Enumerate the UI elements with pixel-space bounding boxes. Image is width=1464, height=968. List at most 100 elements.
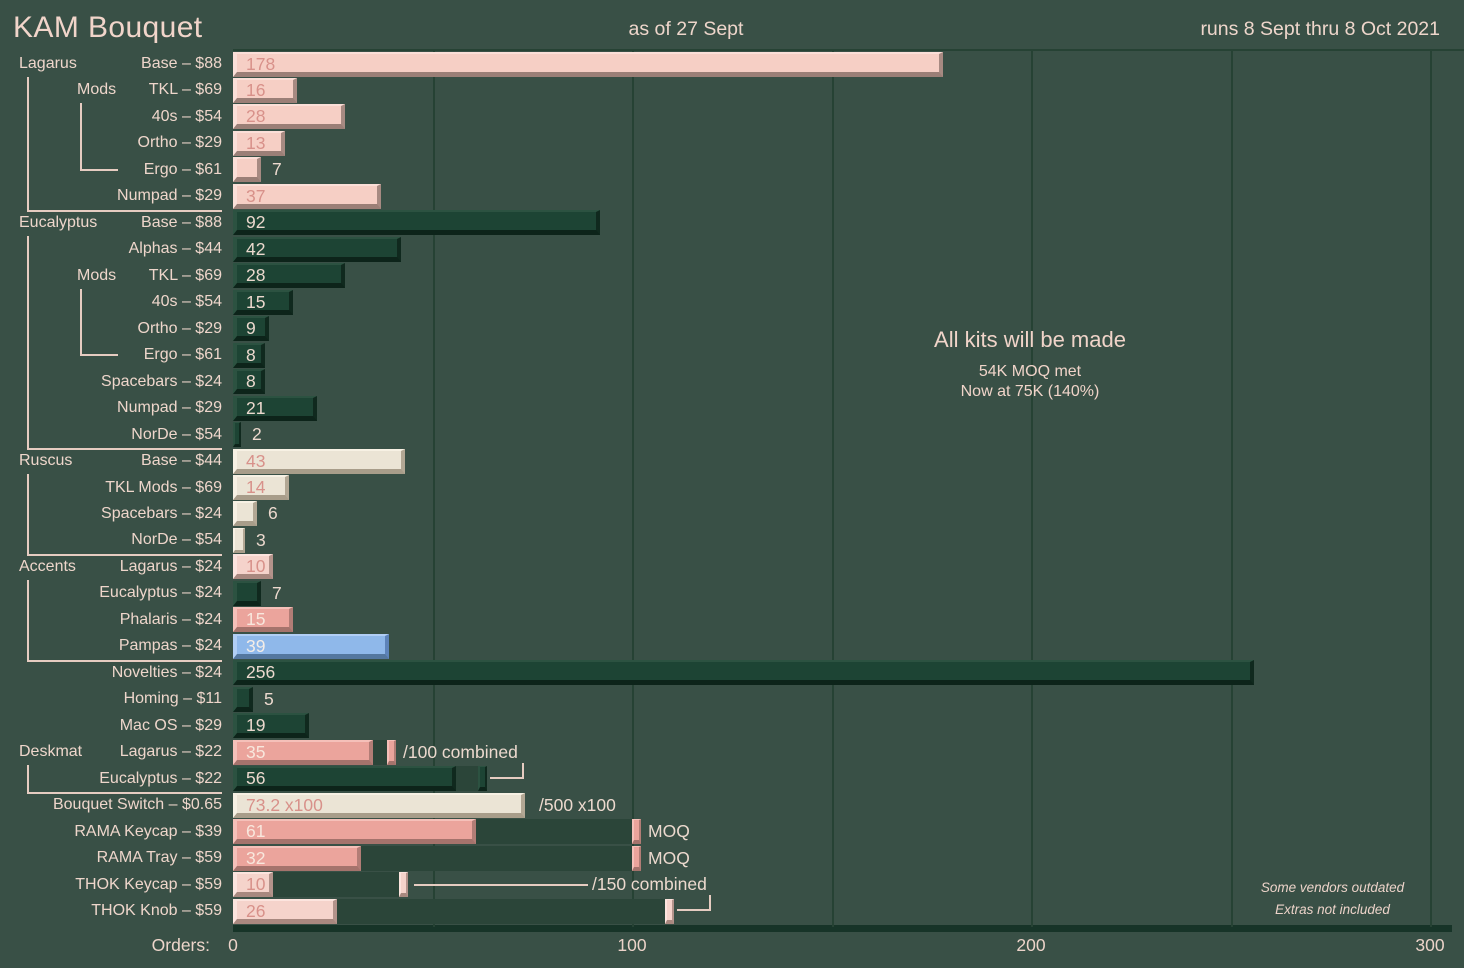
bar-spacebars-24 xyxy=(233,501,257,526)
bracket-elbow-eucalyptus-mods xyxy=(80,354,118,356)
bar-value: 28 xyxy=(246,265,266,285)
note: MOQ xyxy=(648,848,690,868)
row-label: TKL Mods – $69 xyxy=(105,478,222,496)
x-tick-200: 200 xyxy=(1016,935,1046,955)
bar-value: 61 xyxy=(246,821,266,841)
bar-value: 32 xyxy=(246,848,266,868)
bar-ortho-29 xyxy=(233,131,285,156)
row-label: THOK Knob – $59 xyxy=(91,902,222,920)
gridline-50 xyxy=(432,49,435,927)
moq-marker xyxy=(387,740,396,765)
row-label: Alphas – $44 xyxy=(128,240,222,258)
gridline-100 xyxy=(632,49,634,927)
note: /500 x100 xyxy=(539,795,616,815)
bar-base-88 xyxy=(233,210,600,235)
bar-value: 8 xyxy=(246,345,256,365)
row-label: RAMA Keycap – $39 xyxy=(74,822,222,840)
page-title: KAM Bouquet xyxy=(13,11,203,44)
bar-value: 178 xyxy=(246,54,276,74)
run-period: runs 8 Sept thru 8 Oct 2021 xyxy=(1200,18,1440,40)
note-connector-line xyxy=(414,884,588,886)
bar-rama-keycap-39 xyxy=(233,819,476,844)
moq-marker xyxy=(478,766,487,791)
group-label-ruscus: Ruscus xyxy=(19,452,73,470)
group-label-deskmat: Deskmat xyxy=(19,743,83,761)
row-label: TKL – $69 xyxy=(148,266,222,284)
bar-value: 8 xyxy=(246,371,256,391)
as-of-date: as of 27 Sept xyxy=(628,18,744,40)
bar-value: 16 xyxy=(246,80,266,100)
bar-value: 26 xyxy=(246,901,266,921)
bar-value: 56 xyxy=(246,768,266,788)
row-label: Base – $88 xyxy=(141,55,222,72)
row-label: Phalaris – $24 xyxy=(119,610,222,628)
row-label: THOK Keycap – $59 xyxy=(75,875,222,893)
row-label: Bouquet Switch – $0.65 xyxy=(52,796,222,814)
row-label: Spacebars – $24 xyxy=(101,372,222,390)
bracket-elbow-lagarus-mods xyxy=(80,169,118,171)
moq-annotation: All kits will be made 54K MOQ met Now at… xyxy=(855,327,1205,401)
bar-lagarus-22 xyxy=(233,740,373,765)
bracket-v-eucalyptus-mods xyxy=(80,289,82,354)
row-label: Lagarus – $24 xyxy=(119,557,222,575)
bar-pampas-24 xyxy=(233,634,389,659)
bar-40s-54 xyxy=(233,290,293,315)
bar-thok-keycap-59 xyxy=(233,872,273,897)
plot-bottom-border xyxy=(233,925,1452,932)
moq-marker xyxy=(665,899,674,924)
bar-spacebars-24 xyxy=(233,369,265,394)
group-label-eucalyptus: Eucalyptus xyxy=(19,213,98,231)
x-axis-label: Orders: xyxy=(151,935,210,955)
bracket-h-ruscus xyxy=(27,554,222,556)
note: /100 combined xyxy=(403,742,518,762)
bar-base-88 xyxy=(233,52,943,77)
bar-value: 2 xyxy=(252,424,262,444)
bar-value: 256 xyxy=(246,662,276,682)
row-label: TKL – $69 xyxy=(148,81,222,99)
gridline-200 xyxy=(1031,49,1033,927)
bar-mac-os-29 xyxy=(233,713,309,738)
row-label: Numpad – $29 xyxy=(117,399,222,417)
x-tick-0: 0 xyxy=(228,935,238,955)
bracket-h-accents xyxy=(27,660,222,662)
bar-value: 42 xyxy=(246,239,266,259)
bracket-v-eucalyptus xyxy=(27,236,29,448)
row-label: Novelties – $24 xyxy=(111,663,222,681)
row-label: 40s – $54 xyxy=(151,293,222,311)
bar-eucalyptus-24 xyxy=(233,581,261,606)
moq-marker xyxy=(399,872,408,897)
bar-value: 6 xyxy=(268,503,278,523)
bar-numpad-29 xyxy=(233,184,381,209)
plot-top-border xyxy=(233,49,1464,51)
row-label: Ortho – $29 xyxy=(137,134,223,152)
group-label-lagarus: Lagarus xyxy=(19,55,77,72)
bar-ortho-29 xyxy=(233,316,269,341)
annotation-line1: All kits will be made xyxy=(934,327,1126,352)
bracket-v-ruscus xyxy=(27,474,29,554)
bar-novelties-24 xyxy=(233,660,1254,685)
note: /150 combined xyxy=(592,874,707,894)
bar-homing-11 xyxy=(233,687,253,712)
bar-tkl-69 xyxy=(233,263,345,288)
bar-40s-54 xyxy=(233,104,345,129)
group-label-accents: Accents xyxy=(19,557,76,575)
bar-base-44 xyxy=(233,449,405,474)
bar-thok-knob-59 xyxy=(233,899,337,924)
note: MOQ xyxy=(648,821,690,841)
bar-norde-54 xyxy=(233,422,241,447)
note-connector-elbow xyxy=(677,895,711,911)
bar-value: 15 xyxy=(246,292,266,312)
row-label: Eucalyptus – $24 xyxy=(99,584,222,602)
bar-phalaris-24 xyxy=(233,607,293,632)
bar-value: 3 xyxy=(256,530,266,550)
row-label: Numpad – $29 xyxy=(117,187,222,205)
bar-value: 10 xyxy=(246,556,266,576)
row-label: Mac OS – $29 xyxy=(119,716,222,734)
row-label: Ergo – $61 xyxy=(143,160,222,178)
bar-eucalyptus-22 xyxy=(233,766,456,791)
gridline-300 xyxy=(1430,49,1432,927)
bracket-h-lagarus xyxy=(27,210,222,212)
footnote-line1: Some vendors outdated xyxy=(1260,880,1405,895)
row-label: Spacebars – $24 xyxy=(101,504,222,522)
